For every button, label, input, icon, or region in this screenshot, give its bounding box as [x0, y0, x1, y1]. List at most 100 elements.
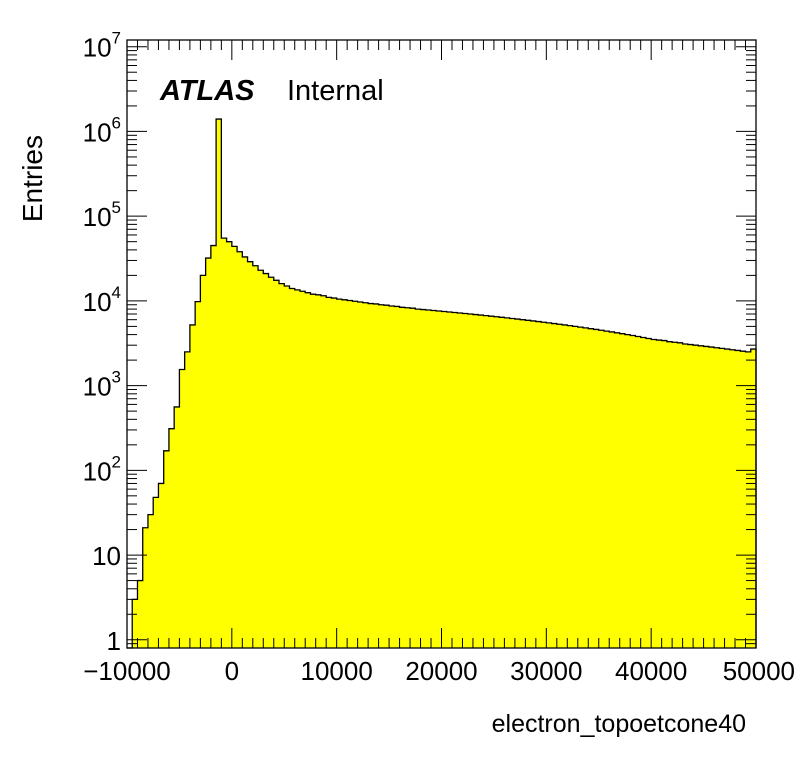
histogram-bin [237, 251, 243, 649]
histogram-bin [368, 303, 374, 648]
histogram-bin [310, 294, 316, 648]
histogram-bin [714, 347, 720, 648]
atlas-label: ATLAS [159, 75, 255, 107]
histogram-bin [431, 310, 437, 648]
histogram-bin [378, 304, 385, 648]
histogram-bin [446, 311, 453, 648]
histogram-bin [729, 349, 736, 648]
x-axis-ticks [126, 40, 757, 648]
histogram-bin [341, 299, 348, 648]
histogram-bin [410, 308, 416, 648]
y-axis-label: Entries [17, 135, 48, 222]
histogram-bin [294, 289, 301, 648]
histogram-bin [184, 351, 191, 648]
histogram-bin [179, 369, 185, 648]
histogram-bin [750, 349, 757, 648]
histogram-bin [231, 246, 238, 649]
histogram-bin [541, 322, 547, 648]
histogram-bin [221, 238, 227, 648]
histogram-bin [493, 316, 500, 648]
histogram-bin [132, 599, 138, 648]
histogram-bin [436, 310, 442, 648]
histogram-bin [567, 325, 573, 648]
histogram-bin [514, 319, 521, 648]
x-axis-tick-labels: −10000 0 10000 20000 30000 40000 50000 [83, 656, 795, 686]
histogram-bin [488, 316, 495, 648]
histogram-bin [483, 315, 489, 648]
histogram-bin [168, 428, 175, 648]
histogram-bin [504, 317, 510, 648]
histogram-bin [205, 258, 212, 648]
histogram-bin [703, 346, 710, 648]
histogram-bin [347, 300, 353, 648]
histogram-bin [336, 299, 343, 648]
histogram-bin [546, 322, 552, 648]
histogram-bin [724, 349, 731, 648]
histogram-bin [299, 291, 306, 648]
histogram-bin [614, 332, 621, 648]
histogram-bin [666, 341, 673, 648]
histogram-bin [315, 294, 322, 648]
histogram-bin [252, 265, 259, 648]
histogram-bin [247, 261, 254, 648]
histogram-bin [142, 527, 149, 648]
histogram-bin [708, 347, 715, 648]
histogram-bin [624, 334, 631, 648]
y-tick-label: 102 [83, 452, 121, 486]
histogram-bin [593, 329, 600, 648]
histogram-bin [525, 320, 531, 648]
histogram-bin [520, 319, 526, 648]
histogram-bin [279, 283, 285, 648]
histogram-bin [289, 288, 296, 648]
internal-label: Internal [287, 75, 384, 107]
histogram-bin [357, 302, 364, 648]
histogram-bin [137, 580, 144, 648]
histogram-bin [305, 292, 311, 648]
histogram-bin [320, 295, 327, 648]
histogram-bin [216, 119, 222, 649]
histogram-bin [609, 331, 615, 648]
histogram-bin [588, 328, 594, 648]
histogram-bin [630, 335, 636, 648]
histogram-bin [153, 497, 159, 648]
histogram-bin [226, 241, 233, 648]
y-tick-label: 103 [83, 368, 121, 402]
histogram-bin [577, 327, 584, 648]
x-tick-label: 20000 [405, 656, 477, 686]
y-tick-label: 107 [83, 29, 121, 63]
histogram-bin [603, 331, 610, 648]
histogram-bin [698, 345, 704, 648]
histogram-bin [682, 343, 689, 648]
histogram-bin [719, 348, 725, 648]
histogram-bin [535, 321, 542, 648]
x-axis-label: electron_topoetcone40 [492, 710, 746, 738]
histogram-bin [645, 338, 652, 648]
histogram-bin [362, 302, 369, 648]
histogram-bin [263, 273, 269, 648]
y-tick-label: 1 [107, 626, 121, 656]
histogram-bin [651, 339, 657, 648]
histogram-bin [562, 324, 568, 648]
histogram-bin [258, 270, 264, 648]
histogram-bin [635, 336, 641, 648]
histogram-bin [399, 307, 406, 648]
histogram-bin [478, 315, 484, 648]
histogram-bin [556, 324, 563, 648]
x-tick-label: 50000 [723, 656, 795, 686]
x-tick-label: 30000 [510, 656, 582, 686]
x-tick-label: 0 [225, 656, 239, 686]
histogram-bin [195, 301, 201, 648]
y-tick-label: 105 [83, 198, 121, 232]
histogram-bin [383, 305, 390, 648]
x-tick-label: 10000 [301, 656, 373, 686]
histogram-bin [273, 280, 280, 648]
histogram-bin [163, 450, 170, 648]
histogram-bin [284, 285, 290, 648]
histogram-bin [661, 340, 668, 648]
histogram-bin [331, 298, 337, 648]
histogram-bin [404, 307, 411, 648]
histogram-bin [572, 326, 579, 648]
x-tick-label: −10000 [83, 656, 170, 686]
histogram-bin [462, 313, 469, 648]
